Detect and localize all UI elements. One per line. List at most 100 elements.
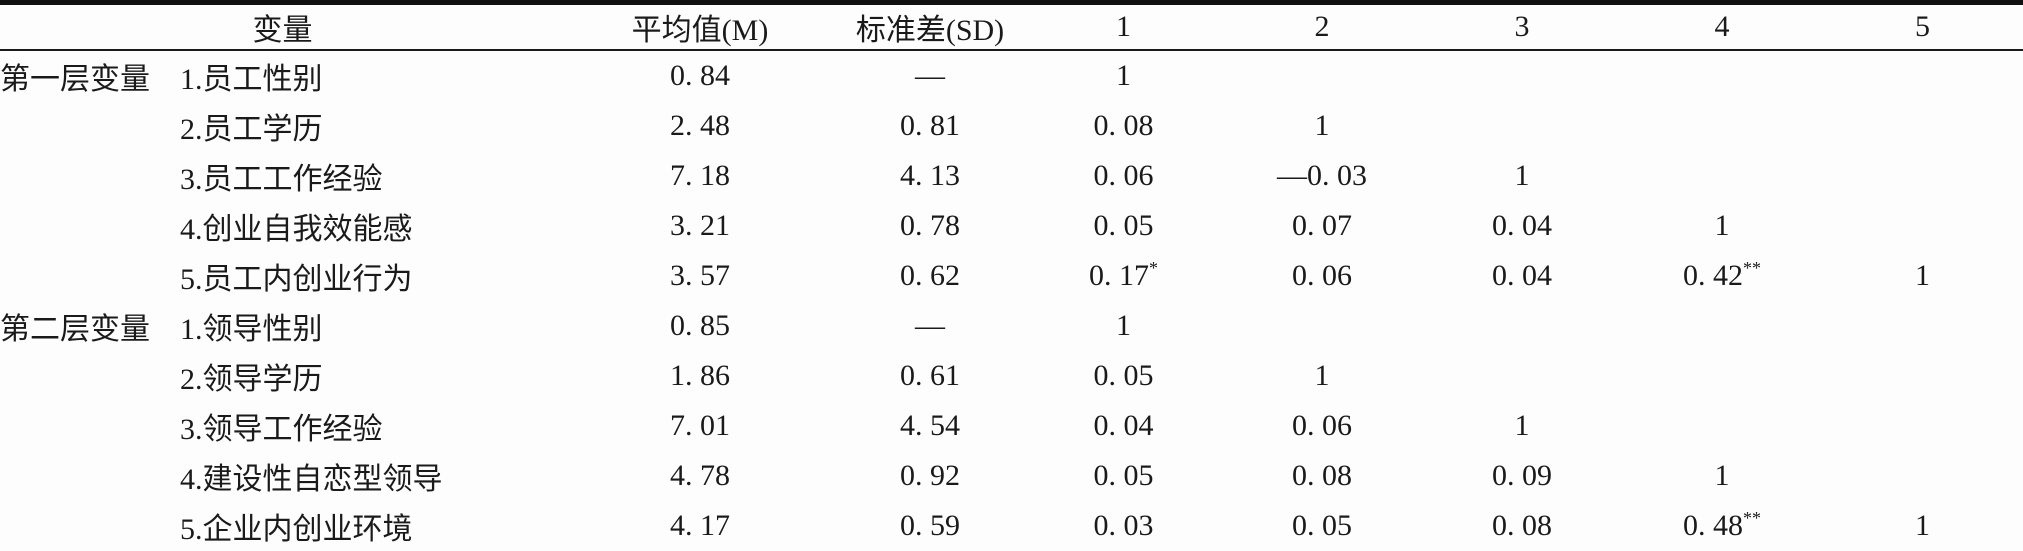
- group-label-cell: [0, 251, 180, 301]
- table-row: 5.员工内创业行为 3. 57 0. 62 0. 17* 0. 06 0. 04 0. 42…: [0, 251, 2023, 301]
- corr-cell-4: [1622, 101, 1822, 151]
- corr-cell-1: 0. 04: [1093, 409, 1154, 442]
- column-header-3: 3: [1514, 10, 1530, 43]
- variable-name-cell: 2.员工学历: [180, 113, 323, 146]
- corr-cell-3: [1422, 101, 1622, 151]
- sd-cell: 0. 92: [900, 459, 960, 492]
- table-row: 2.领导学历 1. 86 0. 61 0. 05 1: [0, 351, 2023, 401]
- sd-cell: 0. 81: [900, 109, 960, 142]
- corr-cell-2: —0. 03: [1277, 159, 1367, 192]
- corr-cell-3: 0. 08: [1492, 509, 1552, 542]
- corr-cell-5: [1822, 50, 2023, 101]
- variable-name-cell: 1.领导性别: [180, 313, 323, 346]
- table-row: 4.建设性自恋型领导 4. 78 0. 92 0. 05 0. 08 0. 09 1: [0, 451, 2023, 501]
- corr-cell-5: [1822, 301, 2023, 351]
- variable-name-cell: 3.领导工作经验: [180, 413, 383, 446]
- group-label-cell: [0, 351, 180, 401]
- corr-cell-2: 0. 07: [1292, 209, 1352, 242]
- corr-cell-3: 0. 04: [1492, 259, 1552, 292]
- table-row: 4.创业自我效能感 3. 21 0. 78 0. 05 0. 07 0. 04 1: [0, 201, 2023, 251]
- corr-cell-1: 0. 03: [1093, 509, 1154, 542]
- column-header-5: 5: [1915, 10, 1930, 43]
- mean-cell: 7. 18: [670, 159, 730, 192]
- corr-cell-2: [1222, 301, 1422, 351]
- sd-cell: 0. 62: [900, 259, 960, 292]
- corr-cell-1: 0. 08: [1093, 109, 1154, 142]
- corr-cell-4: [1622, 401, 1822, 451]
- column-header-1: 1: [1116, 10, 1131, 43]
- corr-cell-4: [1622, 151, 1822, 201]
- corr-cell-5: [1822, 101, 2023, 151]
- corr-cell-3: 0. 04: [1492, 209, 1552, 242]
- sd-cell: —: [915, 59, 945, 92]
- mean-cell: 1. 86: [670, 359, 730, 392]
- sd-cell: —: [915, 309, 945, 342]
- corr-cell-4: 1: [1714, 209, 1730, 242]
- corr-cell-4: [1622, 50, 1822, 101]
- column-header-mean: 平均值(M): [631, 14, 769, 47]
- corr-cell-5: [1822, 351, 2023, 401]
- corr-cell-2: 1: [1314, 109, 1330, 142]
- corr-cell-3: [1422, 301, 1622, 351]
- corr-cell-5: [1822, 401, 2023, 451]
- mean-cell: 3. 57: [670, 259, 730, 292]
- corr-cell-3: 1: [1514, 409, 1530, 442]
- corr-cell-2: 1: [1314, 359, 1330, 392]
- mean-cell: 2. 48: [670, 109, 730, 142]
- table-header: 变量 平均值(M) 标准差(SD) 1 2 3 4 5: [0, 3, 2023, 50]
- column-header-2: 2: [1314, 10, 1330, 43]
- significance-marker: **: [1743, 258, 1761, 278]
- column-header-4: 4: [1714, 10, 1730, 43]
- column-header-sd: 标准差(SD): [855, 14, 1005, 47]
- table-row: 2.员工学历 2. 48 0. 81 0. 08 1: [0, 101, 2023, 151]
- corr-cell-2: 0. 06: [1292, 409, 1352, 442]
- variable-name-cell: 4.创业自我效能感: [180, 213, 413, 246]
- corr-cell-1: 0. 05: [1093, 209, 1154, 242]
- corr-cell-5: 1: [1915, 259, 1930, 292]
- sd-cell: 0. 61: [900, 359, 960, 392]
- corr-cell-3: 0. 09: [1492, 459, 1552, 492]
- table-row: 第一层变量 1.员工性别 0. 84 — 1: [0, 50, 2023, 101]
- corr-cell-4: [1622, 351, 1822, 401]
- mean-cell: 4. 17: [670, 509, 730, 542]
- significance-marker: **: [1743, 508, 1761, 528]
- corr-cell-2: 0. 05: [1292, 509, 1352, 542]
- sd-cell: 0. 78: [900, 209, 960, 242]
- table-row: 第二层变量 1.领导性别 0. 85 — 1: [0, 301, 2023, 351]
- corr-cell-5: [1822, 451, 2023, 501]
- corr-cell-3: [1422, 351, 1622, 401]
- variable-name-cell: 5.员工内创业行为: [180, 263, 413, 296]
- group-label-cell: [0, 151, 180, 201]
- corr-cell-2: [1222, 50, 1422, 101]
- corr-cell-1: 0. 06: [1093, 159, 1154, 192]
- corr-cell-4: 1: [1714, 459, 1730, 492]
- sd-cell: 4. 54: [900, 409, 960, 442]
- corr-cell-1: 1: [1116, 59, 1131, 92]
- header-row: 变量 平均值(M) 标准差(SD) 1 2 3 4 5: [0, 3, 2023, 50]
- corr-cell-4: [1622, 301, 1822, 351]
- corr-cell-1: 0. 05: [1093, 459, 1154, 492]
- mean-cell: 0. 85: [670, 309, 730, 342]
- corr-cell-1: 1: [1116, 309, 1131, 342]
- corr-cell-3: [1422, 50, 1622, 101]
- group-label-cell: [0, 501, 180, 551]
- corr-cell-2: 0. 08: [1292, 459, 1352, 492]
- column-header-variable: 变量: [252, 14, 313, 47]
- significance-marker: *: [1149, 258, 1158, 278]
- corr-cell-4: 0. 48**: [1683, 508, 1761, 542]
- group-label-cell: [0, 401, 180, 451]
- corr-cell-1: 0. 17*: [1089, 258, 1158, 292]
- corr-cell-5: 1: [1915, 509, 1930, 542]
- corr-cell-3: 1: [1514, 159, 1530, 192]
- variable-name-cell: 4.建设性自恋型领导: [180, 463, 443, 496]
- mean-cell: 7. 01: [670, 409, 730, 442]
- variable-name-cell: 3.员工工作经验: [180, 163, 383, 196]
- group-label-cell: 第二层变量: [0, 313, 150, 346]
- table-row: 3.员工工作经验 7. 18 4. 13 0. 06 —0. 03 1: [0, 151, 2023, 201]
- corr-cell-1: 0. 05: [1093, 359, 1154, 392]
- table-body: 第一层变量 1.员工性别 0. 84 — 1 2.员工学历 2. 48 0. 81 0. 08 1…: [0, 50, 2023, 551]
- group-label-cell: [0, 201, 180, 251]
- group-label-cell: 第一层变量: [0, 63, 150, 96]
